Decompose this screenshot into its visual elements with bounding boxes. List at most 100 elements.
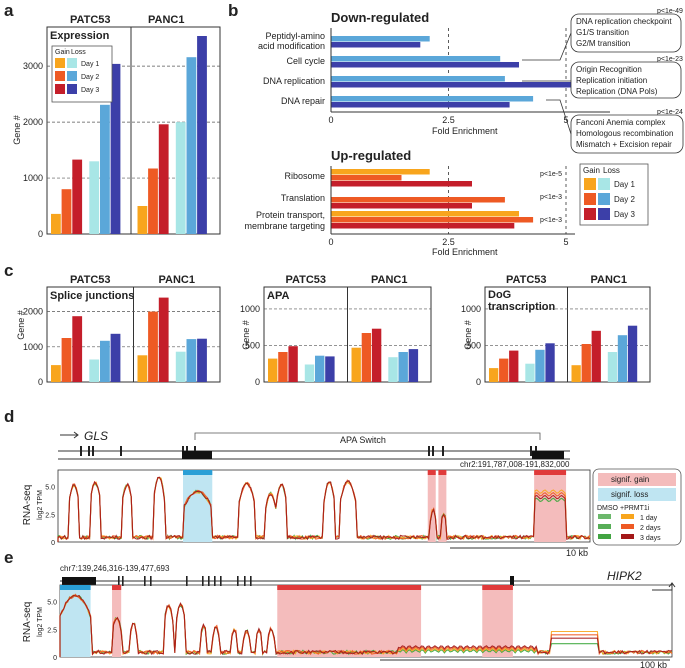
panel-label-b: b [228,1,238,20]
ytick-c: 2000 [23,307,43,317]
panel-d-coords: chr2:191,787,008-191,832,000 [460,460,570,469]
pval-3: p<1e-24 [657,109,683,116]
box2-line1: Origin Recognition [576,65,642,74]
panel-b-up-term-3a: Protein transport, [256,210,325,220]
xtick-bd: 5 [563,115,568,125]
panel-b-annotation-2: p<1e-23 Origin Recognition Replication i… [522,56,683,99]
loss-region [60,585,91,657]
legend-prmt-swatch [621,514,634,519]
bar-a-PANC1-0 [137,206,148,234]
box1-line2: G1/S transition [576,28,629,37]
bar-c-apa-PATC53-0 [268,358,278,382]
panel-b-legend-gain: Gain [583,166,600,175]
bar-c-apa-PANC1-1 [361,333,372,382]
box3-line2: Homologous recombination [576,129,673,138]
panel-b-term-1a: Peptidyl-amino [265,31,325,41]
legend-prmt-swatch [621,524,634,529]
coverage-track-1 [59,594,673,657]
legend-b-gain-swatch [584,208,596,220]
gain-region-bar [277,585,422,590]
box3-line3: Mismatch + Excision repair [576,140,672,149]
panel-c-title-1: Splice junctions [50,290,134,302]
legend-signif-loss: signif. loss [611,490,648,499]
ytick-a: 2000 [23,117,43,127]
bar-c-dog-PATC53-3 [525,363,535,382]
ytick-c: 1000 [240,304,260,314]
coverage-track-3 [57,476,591,542]
legend-dmso-swatch [598,514,611,519]
panel-b-legend-loss: Loss [603,166,620,175]
bar-c-dog-PANC1-2 [591,330,601,382]
bar-a-PANC1-5 [197,36,207,234]
exon-e [202,576,204,586]
panel-c-ylabel-1: Gene # [16,310,26,340]
legend-a-day: Day 1 [81,61,99,68]
pval-2: p<1e-23 [657,56,683,63]
panel-a: PATC53 PANC1 Expression Gain Loss Day 1 D… [12,14,221,239]
ytick-d: 2.5 [45,512,55,519]
panel-b-up: Up-regulated 0 2.5 5 Fold Enrichment Ribos… [244,148,649,257]
bar-c-dog-PANC1-0 [571,365,581,382]
bar-c-apa-PATC53-3 [304,364,315,382]
loss-region [183,470,213,542]
bar-c-apa-PANC1-2 [371,328,382,382]
panel-a-group-label-2: PANC1 [148,14,184,26]
pval-up-1: p<1e-5 [540,171,562,178]
panel-d-ylabel2: log2 TPM [37,490,44,520]
panel-c-group-1: PATC53 [70,274,111,286]
panel-a-frame [46,26,221,235]
panel-c-group-2: PANC1 [371,274,407,286]
panel-label-a: a [4,1,14,20]
exon-e [186,576,188,586]
bar-c-splice-PANC1-0 [137,355,148,382]
panel-c-group-2: PANC1 [159,274,195,286]
box2-line3: Replication (DNA Pols) [576,87,658,96]
panel-c-bars [489,325,638,382]
ytick-d: 0 [51,540,55,547]
bar-a-PANC1-2 [158,124,169,234]
xtick-bu: 5 [563,237,568,247]
panel-label-d: d [4,407,14,426]
bar-c-splice-PANC1-1 [148,311,158,382]
ytick-c: 1000 [461,304,481,314]
bar-c-splice-PATC53-1 [61,338,72,382]
exon-e [144,576,146,586]
panel-c-group-2: PANC1 [591,274,627,286]
panel-b-term-3: DNA replication [263,76,325,86]
panel-e-gene: HIPK2 [607,569,642,583]
bar-c-apa-PANC1-5 [408,349,419,382]
bar-bd-1-1 [331,62,519,68]
gain-region [438,470,447,542]
box2-line2: Replication initiation [576,76,647,85]
bar-bu-1-1 [331,197,505,203]
panel-d-gene: GLS [84,429,108,443]
legend-a-gain-swatch [55,58,65,68]
panel-d: GLS APA Switch chr2:191,787,008-191,832,… [22,429,682,558]
box3-line1: Fanconi Anemia complex [576,118,665,127]
bar-bu-0-1 [331,175,402,181]
exon-d [428,446,430,456]
coverage-track-2 [59,593,673,657]
panel-e: chr7:139,246,316-139,477,693 HIPK2 RNA-s… [22,564,676,668]
bar-bd-0-0 [331,36,430,42]
legend-prmt-swatch [621,534,634,539]
ytick-c: 0 [255,377,260,387]
legend-b-day: Day 2 [614,195,635,204]
bar-bd-3-1 [331,102,510,108]
bar-a-PANC1-1 [148,168,158,234]
bar-c-splice-PANC1-3 [175,351,186,382]
exon-d [530,446,532,456]
legend-dmso-swatch [598,534,611,539]
panel-a-title: Expression [50,30,110,42]
exon-e-block [62,577,96,585]
panel-c-group-1: PATC53 [285,274,326,286]
exon-e [208,576,210,586]
ytick-c: 0 [476,377,481,387]
ytick-c: 500 [245,340,260,350]
gain-region-bar [112,585,122,590]
panel-e-ylabel: RNA-seq [22,602,33,643]
legend-b-gain-swatch [584,193,596,205]
exon-e [150,576,152,586]
gain-region-bar [482,585,513,590]
xtick-bu: 2.5 [442,237,455,247]
